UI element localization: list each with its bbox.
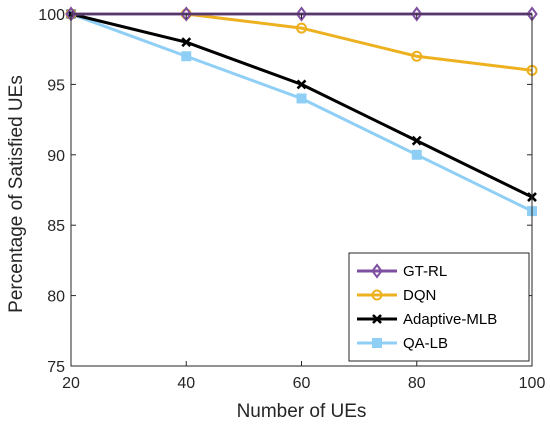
legend-swatch-marker bbox=[372, 338, 382, 348]
x-tick-label: 100 bbox=[519, 375, 546, 392]
legend-swatch-marker bbox=[371, 289, 383, 301]
data-point bbox=[181, 51, 192, 62]
data-point bbox=[411, 149, 422, 160]
y-axis-label: Percentage of Satisfied UEs bbox=[6, 75, 27, 313]
axes bbox=[70, 13, 533, 367]
y-tick-label: 80 bbox=[47, 289, 65, 306]
legend: GT-RL DQN Adaptive-MLB QA-LB bbox=[348, 252, 530, 362]
legend-item: QA-LB bbox=[357, 335, 448, 352]
x-tick-label: 40 bbox=[177, 375, 195, 392]
legend-swatch-marker bbox=[371, 263, 383, 279]
data-point bbox=[296, 93, 307, 104]
x-tick-label: 60 bbox=[293, 375, 311, 392]
data-point bbox=[296, 79, 307, 90]
legend-item: Adaptive-MLB bbox=[357, 311, 497, 328]
y-tick-label: 75 bbox=[47, 359, 65, 376]
legend-label: QA-LB bbox=[403, 335, 448, 352]
legend-swatch-marker bbox=[372, 314, 382, 324]
data-point bbox=[181, 37, 192, 48]
data-point bbox=[411, 135, 422, 146]
data-point bbox=[411, 6, 423, 22]
tick-labels: 20 40 60 80 100 75 80 85 90 95 100 bbox=[38, 7, 545, 392]
y-tick-label: 100 bbox=[38, 7, 65, 24]
data-point bbox=[180, 6, 192, 22]
legend-label: DQN bbox=[403, 287, 436, 304]
y-tick-label: 95 bbox=[47, 77, 65, 94]
x-axis-label: Number of UEs bbox=[237, 401, 367, 422]
y-tick-label: 85 bbox=[47, 218, 65, 235]
data-point bbox=[296, 22, 307, 34]
legend-item: GT-RL bbox=[357, 263, 447, 280]
legend-label: GT-RL bbox=[403, 263, 447, 280]
legend-item: DQN bbox=[357, 287, 436, 304]
data-point bbox=[295, 6, 308, 22]
data-point bbox=[411, 50, 423, 62]
y-tick-label: 90 bbox=[47, 148, 65, 165]
x-tick-label: 80 bbox=[408, 375, 426, 392]
legend-label: Adaptive-MLB bbox=[403, 311, 497, 328]
x-tick-label: 20 bbox=[62, 375, 80, 392]
